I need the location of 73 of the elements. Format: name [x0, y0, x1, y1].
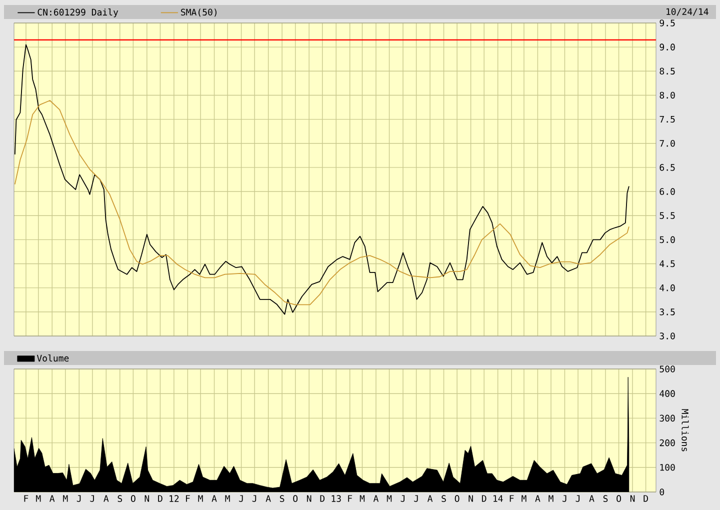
x-tick-label: S	[603, 495, 608, 502]
x-tick-label: A	[266, 495, 271, 502]
y-tick-label: 6.0	[660, 188, 675, 195]
x-tick-label: J	[76, 495, 81, 502]
y-tick-label: 4.5	[660, 260, 675, 268]
x-tick-label: 13	[332, 495, 341, 502]
y-tick-label: 8.0	[660, 92, 675, 99]
y-tick-label: 4.0	[660, 284, 675, 292]
x-tick-label: A	[104, 495, 109, 502]
x-tick-label: O	[454, 495, 460, 502]
x-tick-label: M	[548, 495, 554, 502]
x-tick-label: 12	[170, 495, 179, 502]
x-tick-label: A	[427, 495, 433, 502]
x-tick-label: D	[482, 495, 486, 502]
x-tick-label: M	[36, 495, 41, 502]
y-tick-label: 3.5	[660, 308, 675, 316]
x-tick-label: S	[280, 495, 284, 502]
y-tick-label: 0	[660, 488, 664, 496]
x-tick-label: N	[306, 495, 312, 502]
x-tick-label: A	[373, 495, 379, 502]
x-tick-label: 14	[493, 495, 503, 502]
x-tick-label: D	[158, 495, 162, 502]
y-tick-label: 500	[660, 366, 675, 372]
legend-label: CN:601299 Daily	[38, 8, 118, 18]
x-tick-label: J	[562, 495, 566, 502]
x-tick-label: M	[360, 495, 365, 502]
y-tick-label: 6.5	[660, 164, 675, 171]
line-series	[14, 100, 630, 306]
x-tick-label: O	[293, 495, 298, 502]
y-tick-label: 100	[660, 464, 675, 471]
x-tick-label: F	[348, 495, 352, 502]
x-tick-label: N	[630, 495, 635, 502]
x-tick-label: F	[24, 495, 28, 502]
x-tick-label: J	[576, 495, 580, 502]
x-tick-label: S	[442, 495, 446, 502]
y-axis-title: Millions	[682, 409, 689, 452]
y-tick-label: 8.5	[660, 68, 675, 75]
x-tick-label: J	[414, 495, 418, 502]
x-tick-label: F	[186, 495, 190, 502]
x-tick-label: D	[320, 495, 325, 502]
x-tick-label: A	[50, 495, 55, 502]
x-tick-label: M	[63, 495, 68, 502]
x-tick-label: S	[118, 495, 122, 502]
x-tick-label: M	[198, 495, 203, 502]
x-tick-label: A	[212, 495, 217, 502]
x-tick-label: J	[400, 495, 405, 502]
x-tick-label: N	[468, 495, 473, 502]
x-tick-label: M	[522, 495, 526, 502]
x-tick-label: O	[616, 495, 621, 502]
y-tick-label: 7.0	[660, 140, 675, 147]
x-tick-label: O	[131, 495, 136, 502]
x-tick-label: A	[535, 495, 540, 502]
y-tick-label: 7.5	[660, 116, 675, 123]
y-tick-label: 400	[660, 390, 675, 397]
x-tick-label: F	[510, 495, 514, 502]
legend-label: SMA(50)	[181, 8, 216, 17]
y-tick-label: 300	[660, 414, 675, 422]
x-tick-label: J	[90, 495, 94, 502]
x-tick-label: J	[239, 495, 243, 502]
x-tick-label: A	[589, 495, 594, 502]
x-tick-label: M	[386, 495, 392, 502]
x-tick-label: D	[644, 495, 648, 502]
y-tick-label: 200	[660, 439, 675, 446]
text: 10/24/14	[666, 8, 708, 16]
y-tick-label: 5.5	[660, 212, 675, 219]
x-tick-label: N	[144, 495, 150, 502]
y-tick-label: 3.0	[660, 332, 675, 340]
y-tick-label: 5.0	[660, 236, 675, 244]
legend-label: Volume	[36, 354, 69, 362]
x-tick-label: J	[252, 495, 256, 502]
y-tick-label: 9.0	[660, 44, 675, 50]
y-tick-label: 9.5	[660, 20, 675, 26]
x-tick-label: M	[225, 495, 230, 502]
